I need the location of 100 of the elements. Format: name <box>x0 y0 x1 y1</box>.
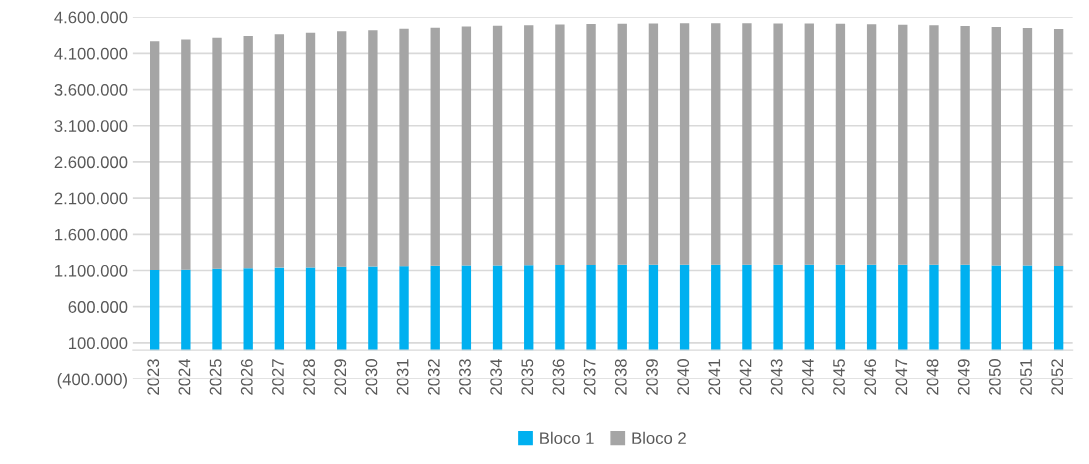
x-tick-label: 2037 <box>583 359 596 395</box>
x-tick-label: 2036 <box>552 359 565 395</box>
bar <box>711 264 721 351</box>
bar <box>742 23 752 265</box>
bar <box>274 267 285 351</box>
bar <box>804 23 814 265</box>
x-tick-label: 2034 <box>490 358 503 395</box>
x-tick-label: 2030 <box>365 359 378 395</box>
bar <box>555 24 565 266</box>
x-tick-label: 2039 <box>646 359 658 395</box>
y-tick-label: 4.600.000 <box>54 11 128 24</box>
bar <box>929 25 939 265</box>
bar <box>368 266 378 351</box>
bar <box>711 23 721 265</box>
x-tick-label: 2026 <box>240 359 253 395</box>
x-tick-label: 2049 <box>957 359 970 395</box>
bar <box>555 265 565 351</box>
bar <box>929 264 939 351</box>
y-tick-label: (400.000) <box>57 373 127 389</box>
x-tick-label: 2045 <box>833 359 845 395</box>
x-tick-label: 2029 <box>334 359 347 395</box>
bar <box>1022 28 1033 266</box>
y-tick-label: 2.100.000 <box>54 192 128 205</box>
x-tick-label: 2032 <box>427 359 440 395</box>
x-tick-label: 2044 <box>801 358 814 395</box>
x-tick-label: 2024 <box>178 358 191 395</box>
y-tick-label: 100.000 <box>69 337 128 350</box>
x-tick-label: 2025 <box>209 359 222 395</box>
bar <box>804 264 814 351</box>
bar <box>274 34 285 268</box>
bar <box>586 24 596 265</box>
x-tick-label: 2031 <box>396 359 409 395</box>
bar <box>617 264 627 351</box>
bar <box>430 27 440 266</box>
bar <box>212 37 222 269</box>
legend-label: Bloco 2 <box>632 431 686 445</box>
bar <box>835 264 846 351</box>
bar <box>243 268 253 351</box>
x-tick-label: 2023 <box>147 359 160 395</box>
bar <box>617 23 627 265</box>
bar <box>742 264 752 351</box>
bar <box>991 265 1001 351</box>
bar <box>181 39 191 270</box>
bar <box>337 266 347 351</box>
bar <box>648 23 659 265</box>
x-tick-label: 2052 <box>1051 359 1064 395</box>
bar <box>679 23 690 265</box>
bar <box>648 264 659 351</box>
bar <box>773 23 783 265</box>
x-tick-label: 2050 <box>988 359 1001 395</box>
x-tick-label: 2046 <box>864 359 877 395</box>
bar <box>243 35 253 269</box>
bar <box>991 27 1001 266</box>
bar <box>898 264 908 351</box>
bar <box>960 26 970 265</box>
y-tick-label: 600.000 <box>68 301 128 313</box>
x-tick-label: 2040 <box>677 359 690 395</box>
x-tick-label: 2033 <box>459 359 471 395</box>
bar <box>399 266 409 351</box>
x-tick-label: 2042 <box>739 359 752 395</box>
x-tick-label: 2027 <box>272 359 284 395</box>
bar <box>461 26 472 266</box>
bar <box>337 31 347 267</box>
bar <box>461 265 472 351</box>
y-tick-label: 2.600.000 <box>54 156 128 169</box>
bar <box>524 25 534 266</box>
y-tick-label: 4.100.000 <box>54 47 128 60</box>
x-tick-label: 2028 <box>303 359 316 395</box>
y-tick-label: 1.600.000 <box>55 228 128 241</box>
bar <box>430 265 440 351</box>
bar <box>150 269 160 351</box>
bar <box>305 267 316 351</box>
legend-label: Bloco 1 <box>540 431 594 445</box>
y-tick-label: 1.100.000 <box>55 264 128 277</box>
bar <box>181 269 191 351</box>
x-tick-label: 2043 <box>770 359 783 395</box>
bar <box>1022 265 1033 351</box>
bar <box>960 264 970 351</box>
x-tick-label: 2038 <box>614 359 627 395</box>
bar <box>586 264 596 351</box>
bar <box>492 25 503 266</box>
y-tick-label: 3.100.000 <box>54 120 128 132</box>
x-tick-label: 2041 <box>708 359 721 395</box>
bar <box>866 24 877 265</box>
bar <box>679 264 690 351</box>
bar <box>866 264 877 351</box>
bar <box>1053 29 1064 266</box>
bar <box>492 265 503 351</box>
bar <box>1053 265 1064 351</box>
x-tick-label: 2051 <box>1020 359 1032 395</box>
bar <box>150 41 160 270</box>
bar <box>773 264 783 351</box>
bar <box>305 32 316 268</box>
x-tick-label: 2035 <box>521 359 534 395</box>
y-tick-label: 3.600.000 <box>54 83 128 96</box>
bar <box>399 28 409 267</box>
bar <box>835 23 846 265</box>
bar <box>212 268 222 351</box>
bar <box>368 30 378 267</box>
x-tick-label: 2048 <box>926 359 939 395</box>
